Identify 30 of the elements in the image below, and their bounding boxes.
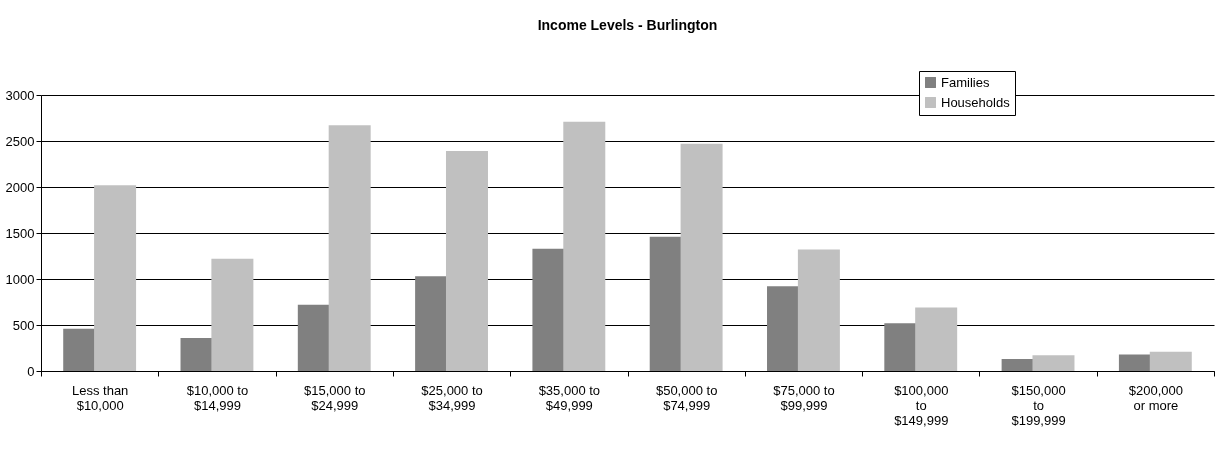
x-tick-label: Less than $10,000: [71, 382, 129, 413]
x-tick-label: $75,000 to $99,999: [773, 382, 835, 413]
bar: [94, 185, 137, 371]
y-tick-label: 0: [27, 363, 35, 379]
x-tick-label: $50,000 to $74,999: [655, 382, 718, 413]
x-tick-label: $100,000 to $149,999: [894, 382, 949, 428]
x-tick-label: $200,000 or more: [1128, 382, 1183, 413]
y-tick-label: 1500: [5, 225, 35, 241]
y-tick-label: 500: [12, 317, 35, 333]
bar: [915, 307, 958, 371]
legend-label: Households: [941, 94, 1011, 110]
x-tick-label: $10,000 to $14,999: [186, 382, 249, 413]
chart-title: Income Levels - Burlington: [537, 16, 718, 33]
bar: [563, 121, 606, 371]
bar: [680, 143, 723, 371]
bar: [1032, 355, 1075, 371]
y-tick-label: 2500: [5, 133, 35, 149]
x-tick-label: $35,000 to $49,999: [538, 382, 601, 413]
y-tick-label: 3000: [5, 87, 35, 103]
bar: [445, 151, 488, 371]
x-tick-label: $25,000 to $34,999: [421, 382, 483, 413]
y-tick-label: 2000: [5, 179, 35, 195]
x-tick-label: $150,000 to $199,999: [1011, 382, 1066, 428]
bar: [1149, 351, 1192, 371]
bar: [328, 125, 371, 371]
bar: [211, 258, 254, 371]
bar: [797, 249, 840, 371]
legend-label: Families: [941, 74, 990, 90]
x-tick-label: $15,000 to $24,999: [304, 382, 366, 413]
y-tick-label: 1000: [5, 271, 35, 287]
